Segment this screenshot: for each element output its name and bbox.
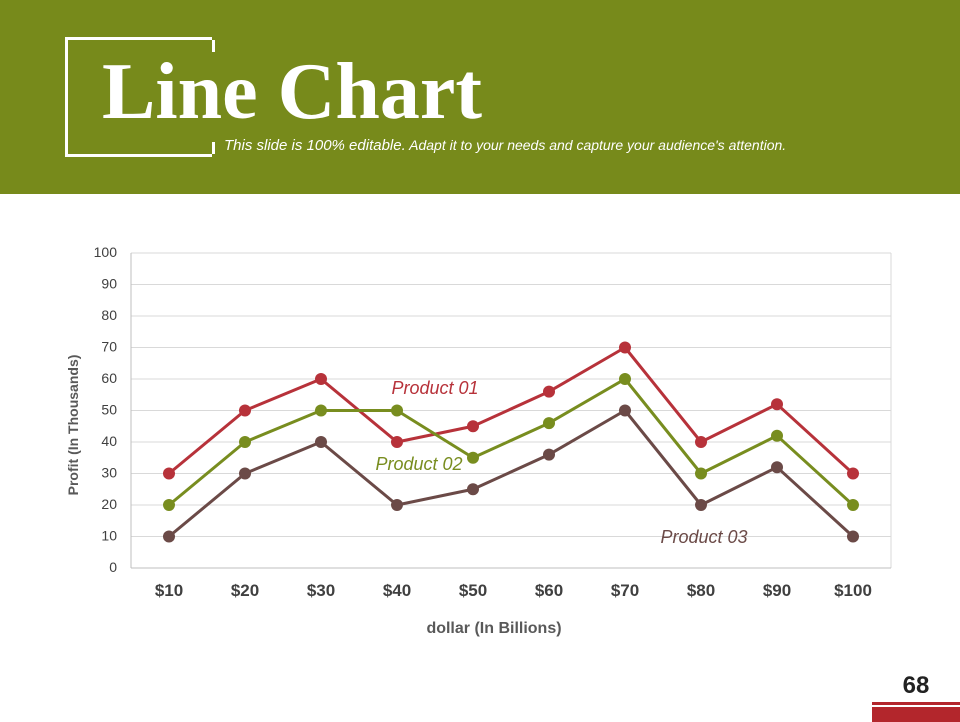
chart-gridlines [131, 252, 891, 537]
x-tick-label: $80 [687, 581, 715, 600]
chart-axes: 0 10 20 30 40 50 60 70 80 90 100 $10 $20 $30 $40 $50 $60… [65, 244, 892, 637]
header-banner: Line Chart This slide is 100% editable. … [0, 0, 960, 194]
data-point [391, 404, 403, 417]
data-point [163, 499, 175, 511]
data-point [467, 420, 479, 433]
y-tick-label: 20 [101, 496, 117, 512]
data-point [315, 436, 327, 448]
data-point [543, 417, 555, 430]
data-point [771, 398, 783, 411]
data-point [391, 499, 403, 511]
x-tick-label: $70 [611, 581, 639, 600]
data-point [619, 373, 631, 385]
series-label: Product 02 [375, 454, 462, 474]
y-tick-label: 10 [101, 528, 117, 544]
data-point [847, 467, 859, 480]
data-point [847, 499, 859, 511]
series-line [168, 409, 855, 538]
data-point [315, 373, 327, 385]
data-point [543, 448, 555, 461]
chart-labels: Product 01 Product 02 Product 03 [375, 378, 747, 547]
data-point [163, 530, 175, 543]
x-tick-label: $50 [459, 581, 487, 600]
data-point [771, 429, 783, 442]
data-point [391, 436, 403, 448]
subtitle: This slide is 100% editable. Adapt it to… [224, 137, 786, 154]
subtitle-strong: This slide is 100% editable. [224, 137, 406, 154]
x-tick-label: $20 [231, 581, 259, 600]
y-tick-label: 0 [109, 559, 117, 575]
data-point [695, 436, 707, 448]
data-point [239, 467, 251, 480]
data-point [695, 467, 707, 480]
page-title: Line Chart [102, 48, 482, 136]
data-point [543, 385, 555, 398]
data-point [239, 436, 251, 448]
series-line [168, 346, 855, 475]
footer-accent-bar [872, 705, 960, 722]
page-number: 68 [902, 672, 930, 699]
chart-series [163, 341, 859, 543]
y-tick-label: 80 [101, 307, 117, 323]
y-axis-title: Profit (In Thousands) [65, 355, 81, 496]
data-point [163, 467, 175, 480]
series-label: Product 03 [660, 527, 747, 547]
x-tick-label: $90 [763, 581, 791, 600]
series-label: Product 01 [391, 378, 478, 398]
y-tick-label: 100 [94, 244, 118, 260]
x-tick-label: $60 [535, 581, 563, 600]
data-point [467, 451, 479, 464]
series-line [168, 377, 855, 507]
data-point [467, 483, 479, 496]
data-point [695, 499, 707, 511]
y-tick-label: 50 [101, 402, 117, 418]
y-tick-label: 60 [101, 370, 117, 386]
data-point [619, 404, 631, 417]
y-tick-label: 70 [101, 339, 117, 355]
data-point [239, 404, 251, 417]
x-tick-label: $100 [834, 581, 872, 600]
title-frame [65, 37, 215, 157]
x-axis-title: dollar (In Billions) [426, 620, 561, 637]
y-tick-label: 40 [101, 433, 117, 449]
x-tick-label: $10 [155, 581, 183, 600]
y-tick-label: 90 [101, 276, 117, 292]
data-point [619, 341, 631, 354]
data-point [771, 461, 783, 474]
y-tick-label: 30 [101, 465, 117, 481]
x-tick-label: $40 [383, 581, 411, 600]
data-point [847, 530, 859, 543]
x-tick-label: $30 [307, 581, 335, 600]
data-point [315, 404, 327, 417]
subtitle-rest: Adapt it to your needs and capture your … [405, 137, 787, 153]
